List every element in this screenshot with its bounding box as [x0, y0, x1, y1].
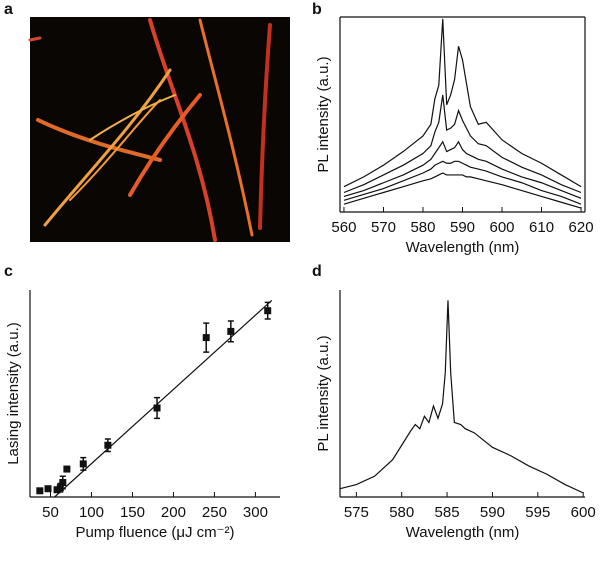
data-point: [104, 441, 112, 449]
x-tick-label: 590: [450, 219, 475, 236]
x-tick-label: 580: [389, 504, 414, 521]
panel-label: d: [312, 263, 322, 280]
data-point: [63, 465, 71, 473]
x-tick-label: 50: [42, 504, 59, 521]
data-point: [36, 487, 44, 495]
x-tick-label: 600: [490, 219, 515, 236]
micrograph: [28, 17, 290, 242]
y-axis-label: Lasing intensity (a.u.): [5, 322, 22, 465]
data-point: [79, 460, 87, 468]
x-tick-label: 200: [161, 504, 186, 521]
data-point: [44, 485, 52, 493]
x-tick-label: 610: [529, 219, 554, 236]
y-axis-label: PL intensity (a.u.): [315, 56, 332, 172]
data-point: [227, 327, 235, 335]
panel-label: c: [4, 263, 13, 280]
panel-label: b: [312, 1, 322, 18]
x-tick-label: 600: [571, 504, 596, 521]
spectrum: [343, 140, 582, 199]
spectrum: [343, 172, 582, 209]
x-tick-label: 570: [371, 219, 396, 236]
data-point: [153, 404, 161, 412]
spectrum: [343, 18, 582, 188]
y-axis-label: PL intensity (a.u.): [315, 335, 332, 451]
data-point: [202, 334, 210, 342]
spectrum: [339, 300, 584, 494]
x-tick-label: 250: [202, 504, 227, 521]
x-tick-label: 575: [344, 504, 369, 521]
x-axis-label: Pump fluence (μJ cm⁻²): [75, 524, 234, 541]
x-tick-label: 580: [410, 219, 435, 236]
data-point: [264, 307, 272, 315]
data-point: [56, 484, 64, 492]
x-axis-label: Wavelength (nm): [406, 239, 520, 256]
x-tick-label: 100: [79, 504, 104, 521]
x-axis-label: Wavelength (nm): [406, 524, 520, 541]
spectrum: [343, 94, 582, 194]
x-tick-label: 560: [331, 219, 356, 236]
x-tick-label: 595: [525, 504, 550, 521]
x-tick-label: 590: [480, 504, 505, 521]
fit-line: [54, 299, 273, 498]
x-tick-label: 585: [435, 504, 460, 521]
x-tick-label: 300: [243, 504, 268, 521]
spectrum: [343, 160, 582, 205]
panel-label: a: [4, 1, 13, 18]
data-point: [59, 479, 67, 487]
x-tick-label: 150: [120, 504, 145, 521]
x-tick-label: 620: [569, 219, 594, 236]
